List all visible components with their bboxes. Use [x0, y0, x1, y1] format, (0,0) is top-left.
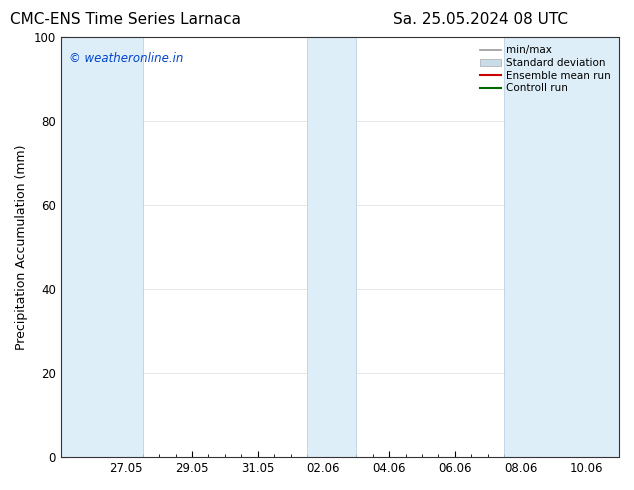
Bar	[307, 37, 356, 457]
Text: Sa. 25.05.2024 08 UTC: Sa. 25.05.2024 08 UTC	[393, 12, 568, 27]
Y-axis label: Precipitation Accumulation (mm): Precipitation Accumulation (mm)	[15, 145, 28, 350]
Bar	[61, 37, 143, 457]
Legend: min/max, Standard deviation, Ensemble mean run, Controll run: min/max, Standard deviation, Ensemble me…	[477, 42, 614, 97]
Text: © weatheronline.in: © weatheronline.in	[69, 52, 183, 65]
Bar	[504, 37, 619, 457]
Text: CMC-ENS Time Series Larnaca: CMC-ENS Time Series Larnaca	[10, 12, 241, 27]
